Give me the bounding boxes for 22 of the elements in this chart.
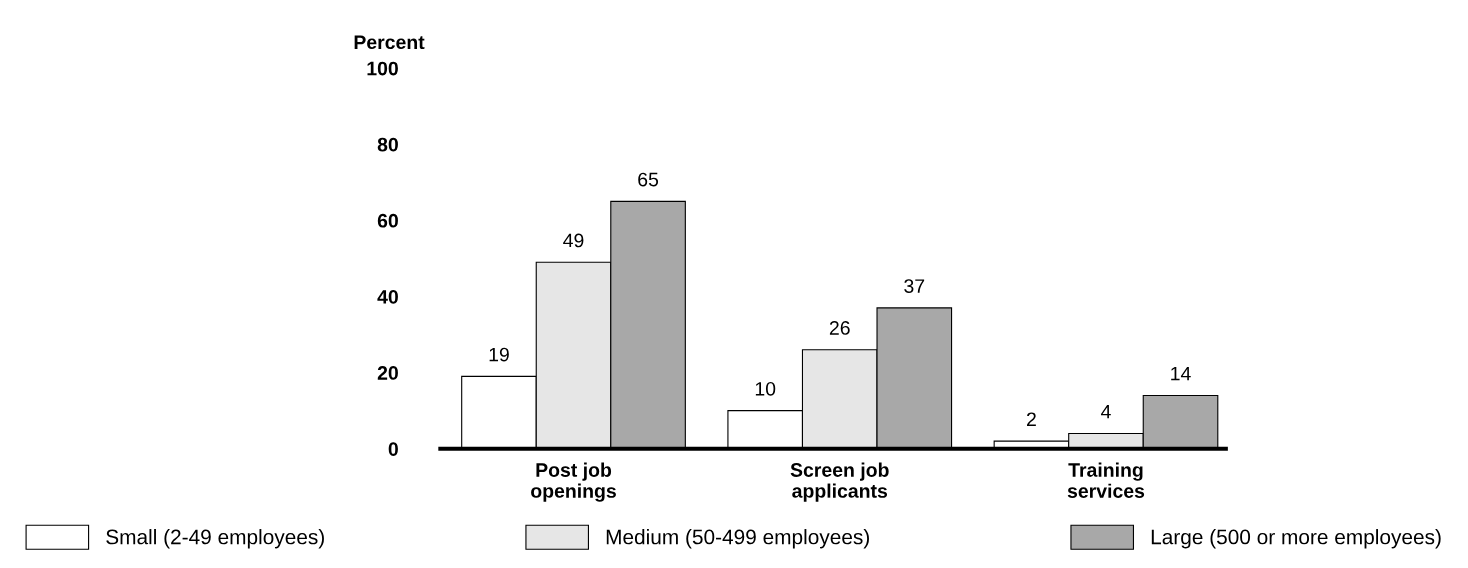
data-label: 26 bbox=[829, 321, 850, 335]
data-label: 37 bbox=[904, 279, 925, 293]
y-tick-label: 100 bbox=[367, 61, 398, 76]
data-label: 2 bbox=[1027, 412, 1036, 426]
y-tick-label: 80 bbox=[377, 137, 398, 152]
data-label: 14 bbox=[1171, 366, 1191, 381]
y-tick-label: 0 bbox=[388, 442, 398, 456]
y-tick-label: 40 bbox=[377, 289, 398, 304]
data-label: 10 bbox=[755, 381, 776, 396]
x-tick-label: Post job openings bbox=[531, 462, 616, 502]
data-label: 65 bbox=[638, 172, 659, 187]
data-label: 49 bbox=[563, 233, 584, 248]
legend-label: Medium (50-499 employees) bbox=[606, 529, 869, 549]
x-tick-label: Screen job applicants bbox=[790, 462, 889, 502]
y-tick-label: 20 bbox=[377, 366, 398, 380]
y-tick-label: 60 bbox=[377, 213, 398, 228]
y-axis-title: Percent bbox=[354, 35, 425, 50]
data-label: 4 bbox=[1101, 404, 1111, 419]
legend-label: Small (2-49 employees) bbox=[106, 529, 324, 549]
x-tick-label: Training services bbox=[1067, 462, 1145, 498]
legend-label: Large (500 or more employees) bbox=[1151, 529, 1441, 549]
data-label: 19 bbox=[489, 347, 509, 362]
